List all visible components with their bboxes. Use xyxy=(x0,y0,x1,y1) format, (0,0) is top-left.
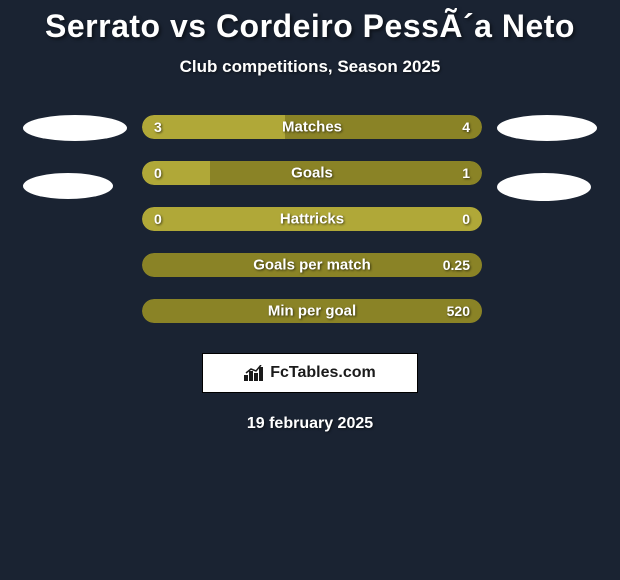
stat-label: Hattricks xyxy=(280,211,344,228)
stat-label: Goals per match xyxy=(253,257,371,274)
stat-right-value: 4 xyxy=(462,119,470,135)
team-badge xyxy=(23,173,113,199)
team-badge xyxy=(23,115,127,141)
team-badge xyxy=(497,173,591,201)
stat-bars: 3 4 Matches 0 1 Goals 0 0 Hattricks 0.25 Goals per… xyxy=(142,115,482,323)
stat-left-value: 0 xyxy=(154,211,162,227)
stat-left-value: 3 xyxy=(154,119,162,135)
page-title: Serrato vs Cordeiro PessÃ´a Neto xyxy=(0,8,620,45)
bar-left-fill xyxy=(142,115,285,139)
date-label: 19 february 2025 xyxy=(0,415,620,433)
bar-left-fill xyxy=(142,161,210,185)
stat-label: Min per goal xyxy=(268,303,356,320)
stat-row: 520 Min per goal xyxy=(142,299,482,323)
stat-row: 0.25 Goals per match xyxy=(142,253,482,277)
stat-right-value: 0 xyxy=(462,211,470,227)
subtitle: Club competitions, Season 2025 xyxy=(0,57,620,77)
right-badges xyxy=(497,115,597,201)
stat-row: 0 0 Hattricks xyxy=(142,207,482,231)
chart-icon xyxy=(244,365,264,381)
stat-label: Goals xyxy=(291,165,333,182)
stat-right-value: 1 xyxy=(462,165,470,181)
stat-row: 0 1 Goals xyxy=(142,161,482,185)
left-badges xyxy=(23,115,127,199)
stat-label: Matches xyxy=(282,119,342,136)
logo-box: FcTables.com xyxy=(202,353,418,393)
stat-right-value: 520 xyxy=(447,303,470,319)
team-badge xyxy=(497,115,597,141)
stats-card: Serrato vs Cordeiro PessÃ´a Neto Club co… xyxy=(0,0,620,433)
stat-row: 3 4 Matches xyxy=(142,115,482,139)
stat-right-value: 0.25 xyxy=(443,257,470,273)
bar-right-fill xyxy=(210,161,482,185)
stat-left-value: 0 xyxy=(154,165,162,181)
logo-text: FcTables.com xyxy=(270,364,376,382)
chart-area: 3 4 Matches 0 1 Goals 0 0 Hattricks 0.25 Goals per… xyxy=(0,115,620,323)
